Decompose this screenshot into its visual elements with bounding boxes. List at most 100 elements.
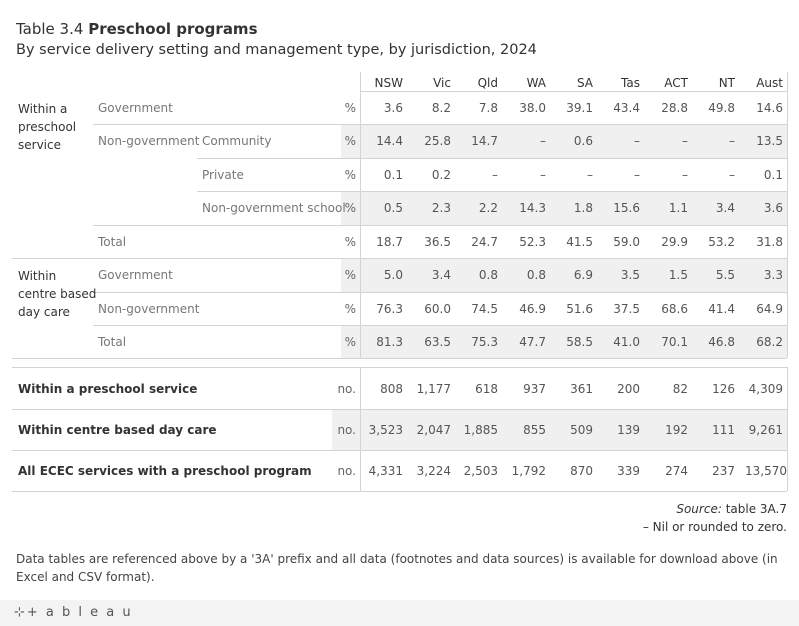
- table-cell: 200: [617, 382, 640, 396]
- table-cell: 0.1: [763, 168, 783, 182]
- table-cell: 126: [712, 382, 735, 396]
- table-cell: 5.0: [383, 268, 403, 282]
- row-label: Within centre based day care: [18, 423, 217, 437]
- table-cell: 1.1: [668, 201, 688, 215]
- tableau-logo-text: + a b l e a u: [26, 605, 133, 620]
- table-cell: 28.8: [661, 101, 688, 115]
- unit-label: no.: [337, 382, 356, 396]
- table-cell: 3.5: [620, 268, 640, 282]
- column-header: WA: [526, 76, 546, 90]
- table-cell: 5.5: [715, 268, 735, 282]
- row-shading: [332, 409, 787, 450]
- row-rule: [12, 258, 787, 259]
- unit-label: %: [344, 134, 356, 148]
- table-cell: 59.0: [613, 235, 640, 249]
- row-rule: [93, 325, 787, 326]
- table-cell: 68.6: [661, 302, 688, 316]
- row-sublabel: Non-government school: [202, 201, 346, 215]
- table-cell: 0.2: [431, 168, 451, 182]
- table-cell: 41.4: [708, 302, 735, 316]
- table-cell: 618: [475, 382, 498, 396]
- table-cell: 82: [672, 382, 688, 396]
- table-cell: –: [729, 168, 735, 182]
- table-title: Preschool programs: [88, 20, 258, 38]
- table-cell: 9,261: [748, 423, 783, 437]
- table-cell: 111: [712, 423, 735, 437]
- table-cell: –: [729, 134, 735, 148]
- table-cell: 3,224: [416, 464, 451, 478]
- unit-label: %: [344, 101, 356, 115]
- table-cell: 14.6: [756, 101, 783, 115]
- table-cell: 24.7: [471, 235, 498, 249]
- source-text: table 3A.7: [725, 502, 787, 516]
- table-cell: 41.5: [566, 235, 593, 249]
- table-cell: 139: [617, 423, 640, 437]
- column-header: SA: [576, 76, 593, 90]
- source-note: Source: table 3A.7: [676, 502, 787, 516]
- row-rule: [12, 450, 787, 451]
- table-cell: 49.8: [708, 101, 735, 115]
- table-cell: 1,177: [416, 382, 451, 396]
- table-cell: 29.9: [661, 235, 688, 249]
- table-cell: 53.2: [708, 235, 735, 249]
- unit-label: %: [344, 235, 356, 249]
- tableau-logo[interactable]: ⊹+ a b l e a u: [14, 605, 133, 620]
- unit-divider: [360, 367, 361, 491]
- row-rule: [12, 491, 787, 492]
- unit-label: %: [344, 335, 356, 349]
- row-label: Government: [98, 268, 173, 282]
- table-cell: 2,047: [416, 423, 451, 437]
- row-group-label: Within centre based day care: [18, 269, 97, 319]
- unit-label: %: [344, 201, 356, 215]
- table-cell: 14.3: [519, 201, 546, 215]
- table-cell: 68.2: [756, 335, 783, 349]
- footnote: Data tables are referenced above by a '3…: [16, 552, 778, 584]
- unit-divider: [360, 72, 361, 358]
- table-cell: 58.5: [566, 335, 593, 349]
- table-cell: 274: [665, 464, 688, 478]
- table-cell: 63.5: [424, 335, 451, 349]
- page-subtitle: By service delivery setting and manageme…: [16, 42, 537, 58]
- table-cell: 4,331: [368, 464, 403, 478]
- unit-label: %: [344, 168, 356, 182]
- row-label: Non-government: [98, 134, 200, 148]
- table-cell: 13,570: [745, 464, 787, 478]
- row-shading: [341, 258, 787, 292]
- row-label: Government: [98, 101, 173, 115]
- row-rule: [93, 124, 787, 125]
- column-header: Aust: [756, 76, 783, 90]
- table-cell: 18.7: [376, 235, 403, 249]
- row-label: Total: [98, 335, 127, 349]
- table-cell: 76.3: [376, 302, 403, 316]
- column-header: NT: [718, 76, 735, 90]
- row-rule: [197, 191, 787, 192]
- row-group-label: Within a preschool service: [18, 102, 77, 152]
- unit-label: %: [344, 268, 356, 282]
- table-cell: 13.5: [756, 134, 783, 148]
- table-cell: 52.3: [519, 235, 546, 249]
- table-cell: 339: [617, 464, 640, 478]
- table-cell: 937: [523, 382, 546, 396]
- table-cell: 1,792: [511, 464, 546, 478]
- table-cell: 2,503: [463, 464, 498, 478]
- table-cell: 25.8: [424, 134, 451, 148]
- table-cell: 808: [380, 382, 403, 396]
- table-cell: 38.0: [519, 101, 546, 115]
- table-cell: 15.6: [613, 201, 640, 215]
- nil-note: – Nil or rounded to zero.: [642, 520, 787, 534]
- table-cell: 3,523: [368, 423, 403, 437]
- table-cell: 1,885: [463, 423, 498, 437]
- tableau-plus-icon: ⊹: [14, 605, 27, 620]
- table-cell: –: [587, 168, 593, 182]
- row-rule: [93, 292, 787, 293]
- table-cell: 0.5: [383, 201, 403, 215]
- tableau-footer: ⊹+ a b l e a u: [0, 600, 799, 626]
- table-cell: –: [492, 168, 498, 182]
- column-header: NSW: [374, 76, 403, 90]
- table-cell: 51.6: [566, 302, 593, 316]
- row-rule: [93, 225, 787, 226]
- table-cell: 509: [570, 423, 593, 437]
- table-cell: 31.8: [756, 235, 783, 249]
- table-cell: 75.3: [471, 335, 498, 349]
- unit-label: no.: [337, 423, 356, 437]
